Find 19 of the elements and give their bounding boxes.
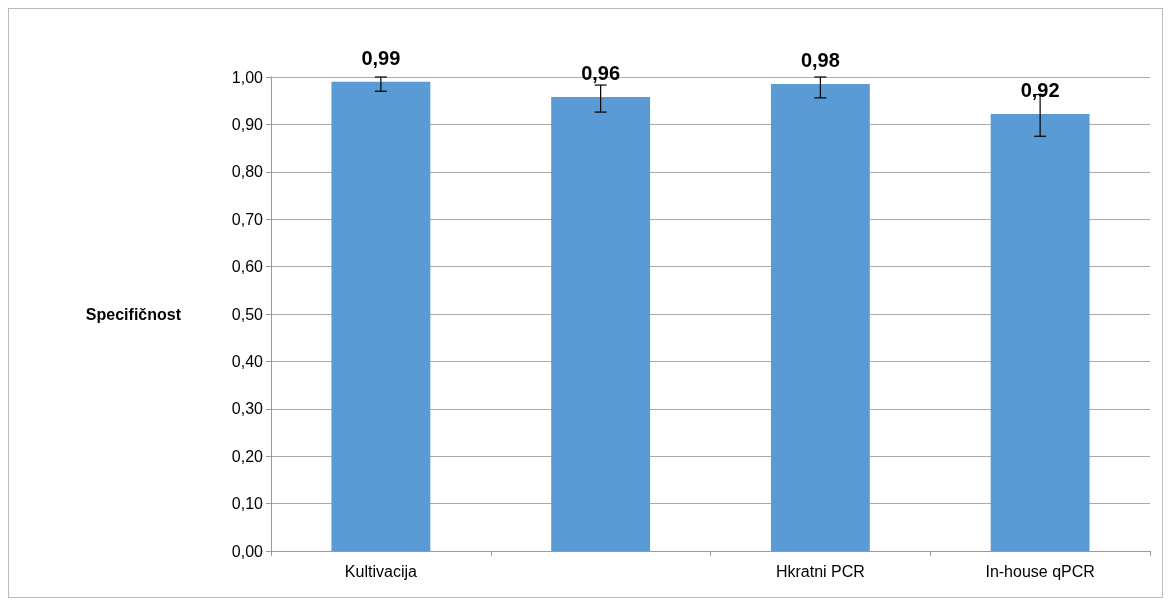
- x-tick-label: Hkratni PCR: [775, 562, 865, 580]
- y-tick-label: 0,50: [231, 305, 264, 323]
- x-tick-label: Kultivacija: [344, 562, 417, 580]
- data-label: 0,98: [800, 49, 840, 72]
- data-label: 0,99: [361, 46, 401, 69]
- y-tick-label: 0,90: [231, 115, 264, 133]
- y-tick-label: 0,70: [231, 210, 264, 228]
- y-tick-label: 0,30: [231, 400, 264, 418]
- y-tick-label: 0,40: [231, 352, 264, 370]
- y-tick-label: 0,20: [231, 447, 264, 465]
- y-tick-label: 0,80: [231, 163, 264, 181]
- y-axis-title: Specifičnost: [85, 305, 182, 323]
- y-tick-label: 0,10: [231, 495, 264, 513]
- y-tick-label: 1,00: [231, 68, 264, 86]
- data-label: 0,96: [581, 61, 621, 84]
- y-tick-label: 0,00: [231, 542, 264, 560]
- y-tick-label: 0,60: [231, 258, 264, 276]
- x-tick-label: In-house qPCR: [985, 562, 1095, 580]
- data-label: 0,92: [1020, 78, 1060, 101]
